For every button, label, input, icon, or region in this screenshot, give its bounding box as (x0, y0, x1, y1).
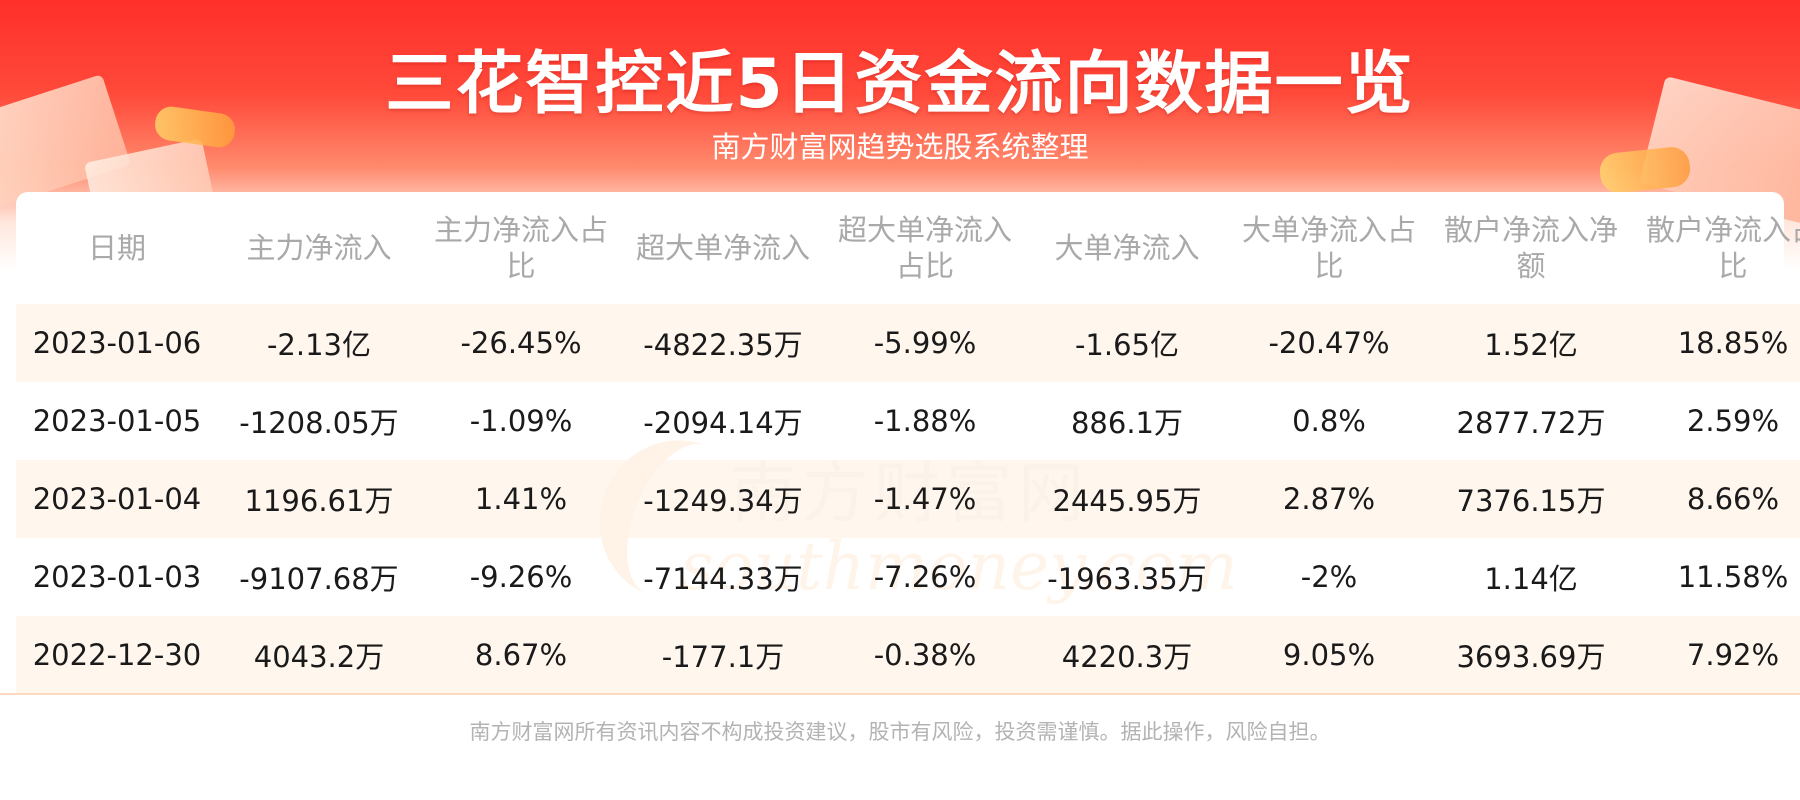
cell-main-inflow: -9107.68万 (239, 562, 399, 596)
column-header-retail-ratio: 散户净流入占比 (1645, 213, 1800, 283)
table-row: 2023-01-04 1196.61万 1.41% -1249.34万 -1.4… (16, 460, 1800, 538)
table-row: 2023-01-05 -1208.05万 -1.09% -2094.14万 -1… (16, 382, 1800, 460)
cell-retail-inflow: 1.52亿 (1430, 304, 1632, 382)
cell-main-inflow: -2.13亿 (218, 304, 420, 382)
column-header-main-ratio: 主力净流入占比 (433, 213, 608, 283)
cell-large-ratio: 2.87% (1228, 460, 1430, 538)
column-header-retail-inflow: 散户净流入净额 (1443, 213, 1618, 283)
cell-main-inflow: 4043.2万 (218, 616, 420, 694)
cell-retail-inflow: 3693.69万 (1430, 616, 1632, 694)
fund-flow-table: 日期 主力净流入 主力净流入占比 超大单净流入 超大单净流入占比 大单净流入 大… (16, 192, 1800, 694)
column-header-date: 日期 (87, 231, 146, 265)
cell-super-large-inflow: -4822.35万 (622, 304, 824, 382)
table-card (16, 192, 1784, 692)
cell-retail-ratio: 7.92% (1632, 616, 1800, 694)
cell-super-large-ratio: -5.99% (824, 304, 1026, 382)
cell-super-large-inflow: -7144.33万 (643, 562, 803, 596)
cell-retail-ratio: 2.59% (1686, 404, 1780, 438)
cell-retail-ratio: 11.58% (1677, 560, 1789, 594)
cell-super-large-ratio: -1.88% (873, 404, 977, 438)
column-header-super-large-ratio: 超大单净流入占比 (837, 213, 1012, 283)
page-subtitle: 南方财富网趋势选股系统整理 (711, 130, 1089, 164)
cell-large-ratio: -2% (1300, 560, 1358, 594)
cell-large-inflow: -1.65亿 (1026, 304, 1228, 382)
disclaimer-text: 南方财富网所有资讯内容不构成投资建议，股市有风险，投资需谨慎。据此操作，风险自担… (469, 720, 1331, 744)
cell-main-ratio: 8.67% (420, 616, 622, 694)
cell-date: 2023-01-05 (32, 404, 202, 438)
cell-date: 2023-01-06 (16, 304, 218, 382)
cell-large-ratio: -20.47% (1228, 304, 1430, 382)
cell-main-ratio: -26.45% (420, 304, 622, 382)
table-row: 2022-12-30 4043.2万 8.67% -177.1万 -0.38% … (16, 616, 1800, 694)
cell-main-ratio: 1.41% (420, 460, 622, 538)
column-header-large-inflow: 大单净流入 (1054, 231, 1200, 265)
cell-retail-inflow: 7376.15万 (1430, 460, 1632, 538)
cell-super-large-inflow: -1249.34万 (622, 460, 824, 538)
cell-large-inflow: 2445.95万 (1026, 460, 1228, 538)
cell-large-inflow: 4220.3万 (1026, 616, 1228, 694)
page-title: 三花智控近5日资金流向数据一览 (385, 45, 1415, 124)
table-row: 2023-01-03 -9107.68万 -9.26% -7144.33万 -7… (16, 538, 1800, 616)
cell-large-ratio: 9.05% (1228, 616, 1430, 694)
cell-main-ratio: -9.26% (469, 560, 573, 594)
footer-divider (0, 693, 1800, 695)
table-row: 2023-01-06 -2.13亿 -26.45% -4822.35万 -5.9… (16, 304, 1800, 382)
cell-super-large-inflow: -177.1万 (622, 616, 824, 694)
cell-main-inflow: -1208.05万 (239, 406, 399, 440)
cell-retail-inflow: 2877.72万 (1456, 406, 1606, 440)
cell-large-inflow: 886.1万 (1070, 406, 1184, 440)
table-header-row: 日期 主力净流入 主力净流入占比 超大单净流入 超大单净流入占比 大单净流入 大… (16, 192, 1800, 304)
cell-date: 2023-01-03 (32, 560, 202, 594)
cell-main-inflow: 1196.61万 (218, 460, 420, 538)
cell-large-ratio: 0.8% (1292, 404, 1366, 438)
cell-super-large-ratio: -0.38% (824, 616, 1026, 694)
cell-super-large-inflow: -2094.14万 (643, 406, 803, 440)
cell-date: 2022-12-30 (16, 616, 218, 694)
column-header-large-ratio: 大单净流入占比 (1241, 213, 1416, 283)
cell-super-large-ratio: -1.47% (824, 460, 1026, 538)
cell-retail-inflow: 1.14亿 (1484, 562, 1578, 596)
cell-main-ratio: -1.09% (469, 404, 573, 438)
cell-retail-ratio: 8.66% (1632, 460, 1800, 538)
column-header-super-large-inflow: 超大单净流入 (635, 231, 810, 265)
column-header-main-inflow: 主力净流入 (246, 231, 392, 265)
cell-retail-ratio: 18.85% (1632, 304, 1800, 382)
cell-date: 2023-01-04 (16, 460, 218, 538)
cell-large-inflow: -1963.35万 (1047, 562, 1207, 596)
cell-super-large-ratio: -7.26% (873, 560, 977, 594)
